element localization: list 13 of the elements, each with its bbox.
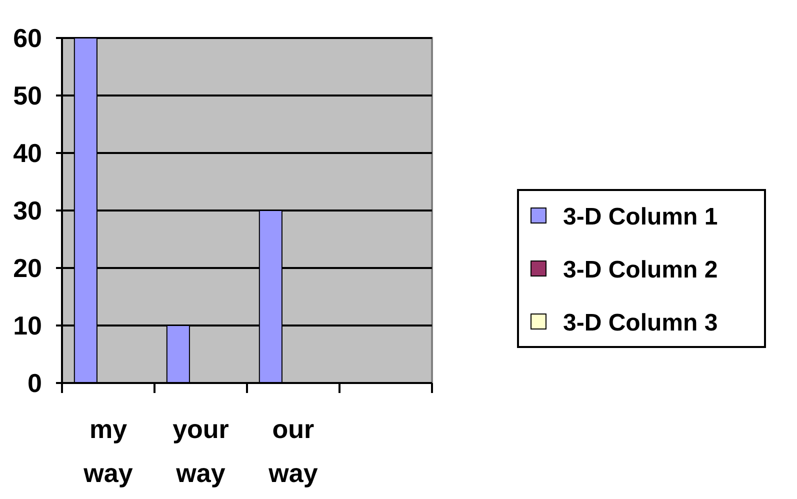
legend-label: 3-D Column 3 [563,309,718,336]
legend-label: 3-D Column 2 [563,256,718,284]
y-tick-label: 50 [13,80,42,111]
y-tick-label: 10 [13,310,42,341]
x-tick-label: our way [268,414,318,488]
x-tick-label: my way [82,414,134,488]
y-tick-label: 30 [13,196,42,226]
x-tick-label: your way [172,414,229,488]
y-tick-label: 20 [13,253,42,284]
y-tick-label: 0 [28,368,42,398]
y-tick-label: 60 [13,23,42,54]
y-tick-label: 40 [13,138,42,168]
legend-label: 3-D Column 1 [563,203,718,230]
